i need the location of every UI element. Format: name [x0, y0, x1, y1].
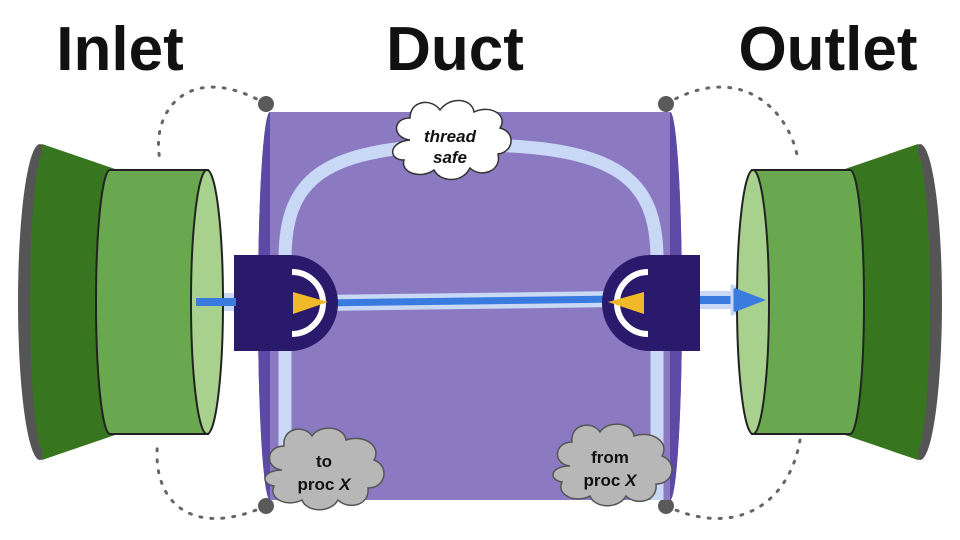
outlet-port	[602, 255, 700, 351]
endpoint-left-bottom	[258, 498, 274, 514]
outlet-title: Outlet	[738, 15, 917, 84]
cloud-thread-safe: thread safe	[392, 99, 512, 181]
outlet-arrow-tip	[735, 288, 766, 312]
dotted-arcs	[155, 85, 802, 520]
cloud-from-proc-line1: from	[591, 448, 629, 467]
endpoint-right-top	[658, 96, 674, 112]
cloud-from-proc-shape	[552, 423, 673, 507]
cloud-thread-safe-line2: safe	[433, 148, 467, 167]
cloud-from-proc-var: X	[624, 471, 638, 490]
endpoint-left-top	[258, 96, 274, 112]
inlet-horn-face	[30, 152, 58, 452]
endpoint-right-bottom	[658, 498, 674, 514]
cloud-to-proc-line1: to	[316, 452, 332, 471]
cloud-to-proc-shape	[264, 427, 385, 511]
outlet-horn	[736, 144, 942, 460]
duct-title: Duct	[386, 15, 524, 84]
arc-endpoints	[258, 96, 674, 514]
inlet-port-arrow	[293, 292, 328, 314]
cloud-from-proc-line2: proc X	[584, 471, 639, 490]
cloud-thread-safe-shape	[392, 99, 512, 181]
inlet-horn	[18, 144, 224, 460]
inlet-port	[234, 255, 338, 351]
cloud-to-proc-var: X	[338, 475, 352, 494]
flow-line	[319, 291, 621, 311]
inlet-title: Inlet	[56, 15, 183, 84]
dotted-arc-left-bottom	[155, 438, 268, 520]
dotted-arc-right-bottom	[664, 438, 802, 520]
cloud-to-proc-prefix: proc	[298, 475, 340, 494]
cloud-from-proc-prefix: proc	[584, 471, 626, 490]
cloud-from-proc: from proc X	[552, 423, 673, 507]
cloud-to-proc: to proc X	[264, 427, 385, 511]
outlet-horn-face	[902, 152, 930, 452]
flow-line-core	[319, 295, 621, 307]
outlet-port-arrow	[608, 292, 644, 314]
cloud-to-proc-line2: proc X	[298, 475, 353, 494]
cloud-thread-safe-line1: thread	[424, 127, 477, 146]
dotted-arc-left-top	[157, 85, 268, 162]
dotted-arc-right-top	[664, 85, 800, 162]
